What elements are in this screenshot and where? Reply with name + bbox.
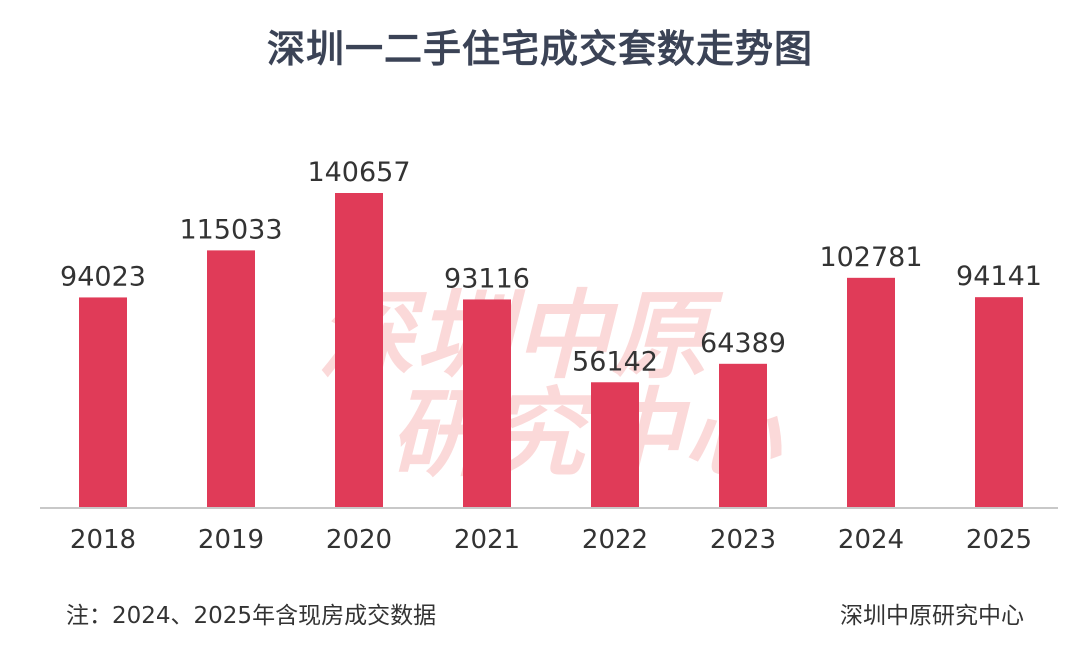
value-label-2022: 56142: [572, 346, 658, 377]
bar-2021: [463, 299, 511, 508]
tick-label-2022: 2022: [582, 525, 648, 555]
bars-layer: [79, 193, 1023, 508]
bar-2025: [975, 297, 1023, 508]
tick-label-2021: 2021: [454, 525, 520, 555]
value-label-2025: 94141: [956, 261, 1042, 292]
bar-2022: [591, 382, 639, 508]
tick-label-2023: 2023: [710, 525, 776, 555]
bar-2019: [207, 250, 255, 508]
tick-labels-layer: 2018 2019 2020 2021 2022 2023 2024 2025: [70, 525, 1032, 555]
bar-2024: [847, 277, 895, 508]
bar-2023: [719, 363, 767, 508]
tick-label-2024: 2024: [838, 525, 904, 555]
chart-title: 深圳一二手住宅成交套数走势图: [266, 27, 813, 71]
tick-label-2018: 2018: [70, 525, 136, 555]
value-labels-layer: 94023 115033 140657 93116 56142 64389 102781 94…: [60, 157, 1042, 377]
value-label-2023: 64389: [700, 328, 786, 359]
footnote-source: 深圳中原研究中心: [840, 603, 1024, 629]
bar-2020: [335, 193, 383, 508]
value-label-2019: 115033: [179, 214, 282, 245]
tick-label-2019: 2019: [198, 525, 264, 555]
footnote-note: 注：2024、2025年含现房成交数据: [66, 603, 437, 629]
value-label-2018: 94023: [60, 261, 146, 292]
value-label-2024: 102781: [819, 242, 922, 273]
value-label-2020: 140657: [307, 157, 410, 188]
tick-label-2025: 2025: [966, 525, 1032, 555]
bar-2018: [79, 297, 127, 508]
value-label-2021: 93116: [444, 263, 530, 294]
tick-label-2020: 2020: [326, 525, 392, 555]
